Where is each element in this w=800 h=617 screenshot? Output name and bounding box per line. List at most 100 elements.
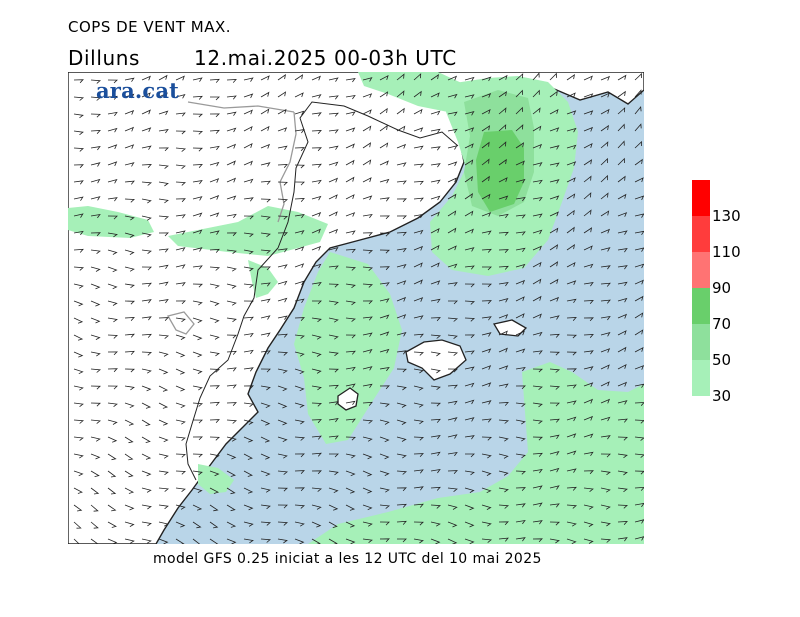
wind-barb: [345, 212, 356, 217]
wind-barb: [600, 299, 611, 304]
wind-barb: [549, 261, 559, 268]
wind-barb: [124, 470, 134, 478]
wind-barb: [175, 230, 186, 235]
wind-barb: [617, 281, 628, 287]
wind-barb: [515, 385, 526, 390]
wind-barb: [175, 282, 186, 287]
wind-barb: [430, 262, 440, 268]
wind-barb: [260, 419, 271, 426]
wind-barb: [549, 72, 557, 81]
wind-barb: [294, 504, 306, 509]
wind-barb: [192, 504, 203, 511]
wind-barb: [583, 470, 594, 475]
wind-barb: [90, 178, 101, 184]
wind-barb: [328, 228, 339, 234]
wind-barb: [345, 283, 356, 289]
wind-barb: [311, 452, 322, 457]
wind-barb: [532, 179, 543, 185]
wind-barb: [532, 468, 543, 474]
wind-barb: [583, 451, 594, 457]
wind-barb: [464, 366, 475, 371]
wind-barb: [277, 248, 288, 253]
wind-barb: [532, 502, 543, 507]
wind-barb: [192, 77, 203, 82]
wind-barb: [566, 92, 576, 98]
wind-barb: [107, 95, 118, 100]
wind-barb: [600, 108, 610, 115]
wind-barb: [549, 450, 560, 456]
wind-barb: [260, 232, 271, 238]
wind-barb: [617, 140, 625, 149]
wind-barbs: [73, 72, 644, 544]
wind-barb: [413, 538, 424, 544]
wind-barb: [413, 297, 424, 302]
wind-barb: [175, 112, 186, 117]
wind-barb: [294, 436, 305, 441]
wind-barb: [362, 504, 373, 511]
wind-barb: [362, 332, 373, 337]
wind-barb: [107, 215, 118, 220]
wind-barb: [362, 453, 373, 460]
wind-barb: [90, 317, 101, 324]
wind-barb: [379, 178, 390, 184]
wind-barb: [515, 366, 526, 372]
wind-barb: [379, 504, 391, 509]
wind-barb: [226, 538, 237, 544]
wind-barb: [447, 193, 457, 200]
wind-barb: [549, 521, 560, 526]
wind-barb: [243, 283, 254, 289]
wind-barb: [158, 419, 169, 426]
wind-barb: [277, 402, 288, 409]
wind-barb: [141, 402, 152, 409]
wind-barb: [396, 503, 407, 508]
wind-barb: [464, 350, 475, 355]
wind-barb: [600, 92, 610, 98]
wind-barb: [549, 434, 560, 440]
wind-barb: [464, 504, 475, 511]
wind-barb: [600, 282, 611, 287]
wind-barb: [175, 538, 185, 544]
wind-barb: [430, 521, 441, 527]
wind-barb: [634, 123, 642, 132]
wind-barb: [566, 334, 577, 339]
wind-barb: [600, 210, 610, 217]
wind-barb: [226, 521, 237, 528]
wind-barb: [107, 161, 118, 167]
wind-barb: [362, 366, 373, 371]
wind-barb: [277, 215, 289, 220]
wind-barb: [549, 385, 560, 390]
wind-barb: [209, 487, 220, 494]
wind-barb: [312, 300, 322, 305]
wind-barb: [413, 486, 424, 491]
wind-barb: [192, 229, 203, 235]
ara-cat-logo: ara.cat: [96, 78, 180, 103]
wind-barb: [158, 487, 170, 492]
wind-barb: [73, 300, 84, 307]
wind-barb: [634, 195, 644, 201]
wind-barb: [328, 77, 339, 82]
wind-barb: [175, 487, 186, 493]
wind-barb: [209, 283, 220, 289]
wind-barb: [90, 113, 101, 118]
wind-barb: [583, 382, 594, 387]
wind-barb: [566, 486, 577, 491]
wind-barb: [396, 296, 407, 302]
wind-barb: [124, 521, 135, 527]
wind-barb: [90, 436, 101, 442]
wind-barb: [73, 248, 84, 253]
wind-barb: [141, 521, 152, 527]
wind-barb: [634, 453, 644, 458]
wind-barb: [413, 333, 424, 338]
wind-barb: [583, 366, 594, 371]
wind-barb: [209, 178, 220, 183]
wind-barb: [294, 419, 305, 425]
wind-barb: [634, 502, 644, 508]
wind-barb: [515, 263, 526, 269]
wind-barb: [226, 160, 236, 166]
wind-barb: [192, 351, 203, 358]
wind-barb: [226, 143, 237, 149]
wind-barb: [515, 214, 526, 219]
wind-barb: [226, 266, 237, 272]
wind-barb: [566, 504, 578, 509]
wind-barb: [600, 487, 611, 493]
